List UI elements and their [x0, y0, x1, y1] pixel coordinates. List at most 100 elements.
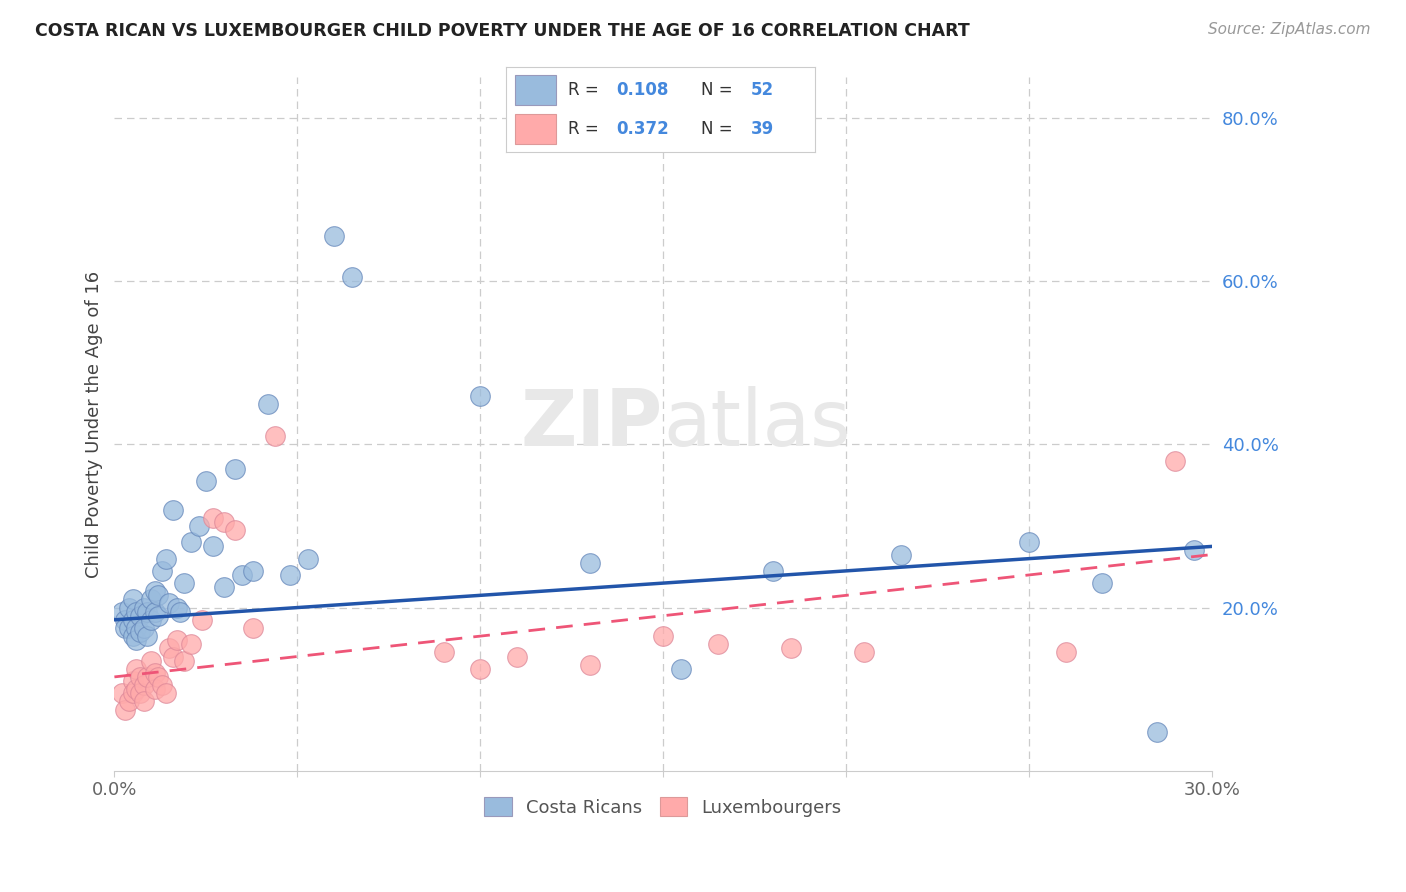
Point	[157, 597, 180, 611]
Point	[890, 548, 912, 562]
Point	[162, 649, 184, 664]
Legend: Costa Ricans, Luxembourgers: Costa Ricans, Luxembourgers	[477, 790, 849, 824]
Point	[242, 621, 264, 635]
Point	[180, 535, 202, 549]
Point	[143, 605, 166, 619]
Point	[1146, 724, 1168, 739]
Point	[212, 580, 235, 594]
Point	[187, 519, 209, 533]
Point	[148, 588, 170, 602]
Point	[136, 629, 159, 643]
Point	[155, 551, 177, 566]
Y-axis label: Child Poverty Under the Age of 16: Child Poverty Under the Age of 16	[86, 270, 103, 578]
Text: N =: N =	[702, 81, 738, 99]
Point	[671, 662, 693, 676]
Text: COSTA RICAN VS LUXEMBOURGER CHILD POVERTY UNDER THE AGE OF 16 CORRELATION CHART: COSTA RICAN VS LUXEMBOURGER CHILD POVERT…	[35, 22, 970, 40]
Point	[1182, 543, 1205, 558]
Point	[143, 682, 166, 697]
Point	[224, 462, 246, 476]
FancyBboxPatch shape	[516, 75, 555, 105]
Point	[125, 633, 148, 648]
Point	[212, 515, 235, 529]
Point	[579, 657, 602, 672]
Point	[173, 654, 195, 668]
Point	[231, 568, 253, 582]
Point	[762, 564, 785, 578]
Point	[121, 686, 143, 700]
Point	[129, 625, 152, 640]
Point	[121, 592, 143, 607]
Point	[1091, 576, 1114, 591]
Point	[143, 584, 166, 599]
Point	[257, 397, 280, 411]
Point	[652, 629, 675, 643]
Point	[111, 605, 134, 619]
Point	[114, 702, 136, 716]
Text: 0.108: 0.108	[616, 81, 668, 99]
Point	[278, 568, 301, 582]
Point	[202, 511, 225, 525]
Point	[202, 540, 225, 554]
Point	[470, 388, 492, 402]
Point	[157, 641, 180, 656]
Point	[125, 662, 148, 676]
Point	[125, 682, 148, 697]
Point	[114, 613, 136, 627]
Point	[166, 633, 188, 648]
Text: ZIP: ZIP	[520, 386, 664, 462]
Point	[780, 641, 803, 656]
Text: R =: R =	[568, 120, 605, 137]
Point	[121, 629, 143, 643]
Text: 39: 39	[751, 120, 773, 137]
Point	[155, 686, 177, 700]
Point	[853, 645, 876, 659]
Text: atlas: atlas	[664, 386, 851, 462]
Point	[150, 678, 173, 692]
Point	[121, 673, 143, 688]
Point	[118, 694, 141, 708]
Point	[125, 621, 148, 635]
Point	[162, 502, 184, 516]
Point	[342, 270, 364, 285]
Point	[707, 637, 730, 651]
Point	[132, 621, 155, 635]
Point	[132, 600, 155, 615]
Text: 52: 52	[751, 81, 773, 99]
Point	[114, 621, 136, 635]
Point	[169, 605, 191, 619]
Text: 0.372: 0.372	[616, 120, 669, 137]
Point	[139, 592, 162, 607]
Point	[139, 654, 162, 668]
Point	[139, 613, 162, 627]
Point	[180, 637, 202, 651]
Point	[579, 556, 602, 570]
Point	[148, 670, 170, 684]
Point	[1164, 454, 1187, 468]
Point	[129, 686, 152, 700]
FancyBboxPatch shape	[516, 113, 555, 144]
Point	[121, 613, 143, 627]
Point	[433, 645, 456, 659]
Point	[166, 600, 188, 615]
Point	[136, 670, 159, 684]
Point	[132, 678, 155, 692]
Point	[148, 608, 170, 623]
Point	[194, 474, 217, 488]
Point	[297, 551, 319, 566]
Point	[118, 621, 141, 635]
Point	[118, 600, 141, 615]
Point	[125, 605, 148, 619]
Text: Source: ZipAtlas.com: Source: ZipAtlas.com	[1208, 22, 1371, 37]
Point	[150, 564, 173, 578]
Point	[1018, 535, 1040, 549]
Point	[224, 523, 246, 537]
Point	[1054, 645, 1077, 659]
Point	[129, 670, 152, 684]
Point	[242, 564, 264, 578]
Point	[470, 662, 492, 676]
Point	[132, 694, 155, 708]
Point	[322, 229, 344, 244]
Text: N =: N =	[702, 120, 738, 137]
Point	[143, 665, 166, 680]
Point	[173, 576, 195, 591]
